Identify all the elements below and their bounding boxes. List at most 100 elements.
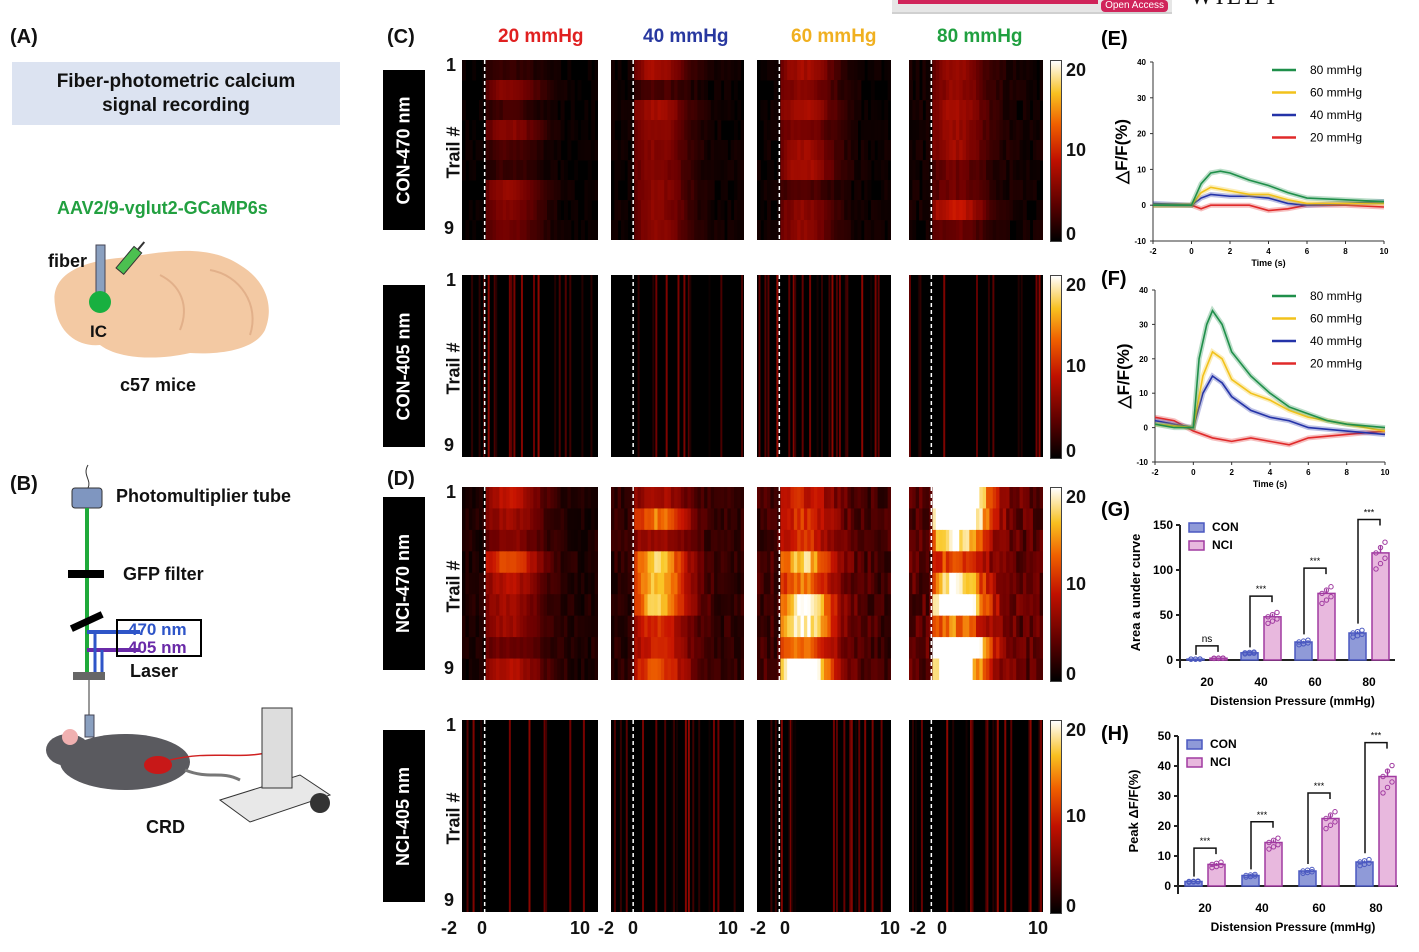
heatmap-cell xyxy=(485,551,490,574)
heatmap-con-470-20-mmHg xyxy=(462,60,598,240)
heatmap-cell xyxy=(972,487,977,509)
heatmap-cell xyxy=(640,180,645,201)
heatmap-cell xyxy=(492,487,497,509)
heatmap-cell xyxy=(976,615,980,638)
heatmap-cell xyxy=(475,658,480,680)
heatmap-cell xyxy=(690,60,695,81)
heatmap-cell xyxy=(485,487,490,509)
heatmap-cell xyxy=(594,594,598,617)
heatmap-cell xyxy=(969,551,974,574)
legend-label: 60 mmHg xyxy=(1310,312,1362,326)
heatmap-cell xyxy=(499,200,504,221)
heatmap-cell xyxy=(1019,615,1024,638)
title-line-1: Fiber-photometric calcium xyxy=(56,71,296,92)
heatmap-cell xyxy=(887,200,891,221)
heatmap-cell xyxy=(594,529,598,552)
heatmap-cell xyxy=(942,140,947,161)
journal-banner: Open Access xyxy=(892,0,1172,14)
heatmap-cell xyxy=(909,120,913,141)
colorbar-con-470 xyxy=(1050,60,1062,242)
heatmap-cell xyxy=(982,529,987,552)
colorbar-tick: 0 xyxy=(1066,664,1077,684)
heatmap-cell xyxy=(773,508,778,531)
heatmap-cell xyxy=(627,60,632,81)
heatmap-cell xyxy=(740,508,744,531)
colorbar-tick: 0 xyxy=(1066,441,1077,461)
heatmap-cell xyxy=(760,529,765,552)
heatmap-cell xyxy=(717,80,722,101)
heatmap-cell xyxy=(955,658,960,680)
heatmap-cell xyxy=(574,160,579,181)
heatmap-cell xyxy=(700,200,705,221)
heatmap-cell xyxy=(797,594,802,617)
heatmap-cell xyxy=(614,100,619,121)
heatmap-cell xyxy=(519,487,524,509)
heatmap-cell xyxy=(1036,100,1041,121)
heatmap-cell xyxy=(687,508,692,531)
heatmap-cell xyxy=(584,508,589,531)
heatmap-cell xyxy=(854,572,858,595)
heatmap-cell xyxy=(492,100,497,121)
ic-region-dot xyxy=(89,291,111,313)
panel-b-label: (B) xyxy=(10,473,38,495)
heatmap-cell xyxy=(502,487,507,509)
heatmap-cell xyxy=(492,551,497,574)
heatmap-cell xyxy=(710,100,715,121)
heatmap-cell xyxy=(536,180,541,201)
heatmap-cell xyxy=(647,487,652,509)
heatmap-cell xyxy=(684,720,687,912)
data-point xyxy=(1266,839,1272,846)
heatmap-cell xyxy=(727,572,732,595)
heatmap-cell xyxy=(824,658,828,680)
heatmap-cell xyxy=(969,637,974,660)
heatmap-cell xyxy=(800,529,805,552)
heatmap-cell xyxy=(734,551,738,574)
heatmap-cell xyxy=(624,551,629,574)
heatmap-cell xyxy=(1029,529,1034,552)
heatmap-cell xyxy=(999,572,1004,595)
heatmap-cell xyxy=(654,637,659,660)
heatmap-cell xyxy=(763,140,768,161)
heatmap-cell xyxy=(1039,658,1043,680)
heatmap-cell xyxy=(700,160,705,181)
heatmap-cell xyxy=(827,551,832,574)
heatmap-cell xyxy=(717,120,722,141)
heatmap-cell xyxy=(674,637,678,660)
heatmap-cell xyxy=(915,594,920,617)
heatmap-cell xyxy=(660,140,665,161)
heatmap-cell xyxy=(787,508,791,531)
heatmap-cell xyxy=(540,160,545,181)
heatmap-cell xyxy=(969,594,974,617)
heatmap-cell xyxy=(485,120,490,141)
heatmap-cell xyxy=(840,658,845,680)
heatmap-cell xyxy=(697,572,702,595)
heatmap-cell xyxy=(867,551,872,574)
heatmap-cell xyxy=(972,572,977,595)
setup-diagram xyxy=(46,464,332,823)
heatmap-cell xyxy=(982,551,987,574)
heatmap-cell xyxy=(634,508,639,531)
heatmap-cell xyxy=(704,529,708,552)
heatmap-cell xyxy=(624,508,629,531)
heatmap-cell xyxy=(827,637,832,660)
heatmap-cell xyxy=(664,80,669,101)
heatmap-cell xyxy=(817,220,822,240)
heatmap-cell xyxy=(472,220,477,240)
heatmap-cell xyxy=(1019,572,1024,595)
heatmap-cell xyxy=(780,658,785,680)
heatmap-cell xyxy=(1032,80,1037,101)
heatmap-cell xyxy=(594,572,598,595)
heatmap-cell xyxy=(864,720,867,912)
heatmap-cell xyxy=(687,594,692,617)
data-point xyxy=(1220,655,1226,661)
heatmap-cell xyxy=(949,572,954,595)
heatmap-cell xyxy=(684,508,688,531)
x-tick-label: 0 xyxy=(1191,468,1196,477)
heatmap-cell xyxy=(809,275,812,457)
heatmap-cell xyxy=(857,572,862,595)
heatmap-cell xyxy=(824,637,828,660)
colorbar-con-405 xyxy=(1050,275,1062,459)
heatmap-cell xyxy=(959,572,964,595)
heatmap-cell xyxy=(965,60,970,81)
heatmap-cell xyxy=(680,658,685,680)
